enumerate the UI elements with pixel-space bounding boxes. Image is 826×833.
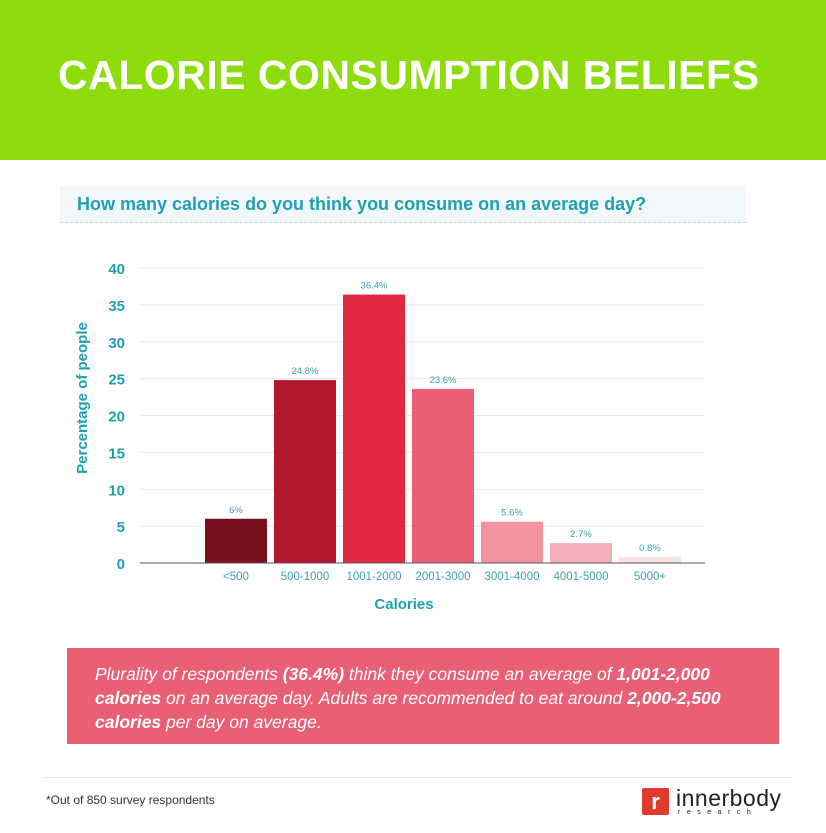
- bar: [481, 521, 543, 563]
- note-text: think they consume an average of: [344, 664, 617, 684]
- y-tick-label: 20: [108, 409, 125, 426]
- y-tick-label: 10: [108, 482, 125, 499]
- x-tick-label: 3001-4000: [485, 571, 540, 583]
- page-title: CALORIE CONSUMPTION BELIEFS: [58, 52, 760, 98]
- y-tick-label: 5: [117, 519, 125, 536]
- y-axis-title: Percentage of people: [74, 322, 91, 474]
- data-label: 24.8%: [292, 366, 319, 377]
- logo-mark-icon: r: [642, 788, 669, 815]
- bar-chart: 0 5 10 15 20 25 30 35 40 6% <500 24.8% 500-1000 36.4%…: [74, 261, 705, 613]
- note-text: Plurality of respondents: [95, 664, 283, 684]
- data-label: 5.6%: [501, 508, 523, 519]
- logo-sub: research: [678, 809, 758, 816]
- data-label: 36.4%: [361, 281, 388, 292]
- x-tick-label: 1001-2000: [347, 571, 402, 583]
- note-text: on an average day. Adults are recommende…: [161, 688, 628, 708]
- bar: [274, 380, 336, 563]
- bar: [343, 294, 405, 563]
- y-tick-label: 15: [108, 445, 125, 462]
- question-box: How many calories do you think you consu…: [60, 186, 746, 223]
- x-tick-label: 500-1000: [281, 571, 330, 583]
- data-label: 23.6%: [430, 375, 457, 386]
- data-label: 6%: [229, 505, 243, 516]
- bar: [412, 388, 474, 563]
- y-tick-label: 0: [117, 556, 125, 573]
- y-tick-label: 35: [108, 298, 125, 315]
- note-bold: 1,001-2,000 calories: [95, 664, 710, 708]
- data-label: 2.7%: [570, 529, 592, 540]
- x-axis-title: Calories: [374, 596, 433, 613]
- note-bold: 2,000-2,500 calories: [95, 688, 721, 732]
- x-tick-label: 4001-5000: [554, 571, 609, 583]
- summary-note: Plurality of respondents (36.4%) think t…: [67, 648, 779, 744]
- question-text: How many calories do you think you consu…: [77, 194, 647, 214]
- y-tick-label: 25: [108, 372, 125, 389]
- note-text: per day on average.: [161, 712, 322, 732]
- note-bold: (36.4%): [282, 664, 345, 684]
- divider: [42, 777, 792, 778]
- bar: [619, 557, 681, 563]
- x-tick-label: 2001-3000: [416, 571, 471, 583]
- x-tick-label: 5000+: [634, 571, 667, 583]
- innerbody-logo: r innerbody research: [642, 785, 787, 818]
- x-tick-label: <500: [223, 571, 249, 583]
- footnote: *Out of 850 survey respondents: [46, 793, 215, 807]
- bar: [550, 543, 612, 563]
- bar: [205, 518, 267, 563]
- header-banner: CALORIE CONSUMPTION BELIEFS: [0, 0, 826, 160]
- logo-name: innerbody: [676, 785, 782, 811]
- data-label: 0.8%: [639, 543, 661, 554]
- y-tick-label: 30: [108, 335, 125, 352]
- y-tick-label: 40: [108, 261, 125, 278]
